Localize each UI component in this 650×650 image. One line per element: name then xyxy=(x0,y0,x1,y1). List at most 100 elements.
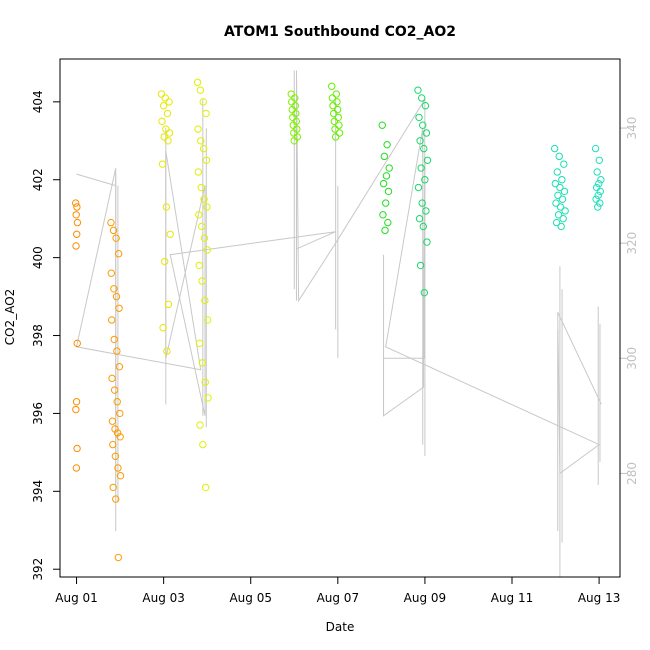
data-point-s6-2 xyxy=(380,152,389,161)
data-point-s8-3 xyxy=(553,168,561,176)
data-point-s6-3 xyxy=(385,164,393,172)
data-point-s7-1 xyxy=(417,94,426,102)
data-point-s3-3 xyxy=(202,109,210,118)
data-point-s6-5 xyxy=(379,179,388,188)
data-point-s4-0 xyxy=(287,90,295,98)
data-point-s3-13 xyxy=(197,222,206,231)
data-point-s3-15 xyxy=(203,246,211,254)
data-point-s2-10 xyxy=(158,160,167,168)
y2-tick-label: 300 xyxy=(625,347,639,370)
data-point-s1-6 xyxy=(112,292,121,301)
data-point-s8-16 xyxy=(557,222,565,231)
y2-tick-label: 340 xyxy=(625,117,639,140)
data-point-s3-6 xyxy=(199,144,208,153)
data-point-s9-8 xyxy=(592,195,600,203)
data-point-s3-17 xyxy=(198,277,206,285)
data-point-s7-9 xyxy=(417,164,425,172)
data-point-s7-0 xyxy=(414,86,422,94)
data-point-s0-0 xyxy=(71,199,80,207)
data-point-s5-3 xyxy=(333,98,341,106)
data-point-s1-3 xyxy=(114,250,123,258)
data-point-s3-4 xyxy=(194,125,202,133)
data-point-s8-2 xyxy=(560,160,568,168)
data-point-s1-15 xyxy=(116,409,124,418)
data-point-s1-19 xyxy=(116,433,124,441)
chart-title: ATOM1 Southbound CO2_AO2 xyxy=(224,24,456,40)
x-tick-label: Aug 13 xyxy=(578,591,621,605)
data-point-s3-26 xyxy=(201,483,210,492)
data-point-s8-5 xyxy=(551,179,560,188)
data-point-s3-23 xyxy=(204,394,212,402)
data-point-s0-5 xyxy=(72,242,80,250)
data-point-s3-20 xyxy=(195,339,204,348)
data-point-s3-5 xyxy=(197,137,205,145)
data-point-s1-0 xyxy=(107,218,115,227)
data-point-s2-6 xyxy=(162,125,170,133)
line-series-path xyxy=(75,70,602,485)
y-tick-label: 402 xyxy=(31,168,45,191)
data-point-s2-11 xyxy=(162,203,171,211)
data-point-s1-24 xyxy=(109,483,117,492)
data-point-s1-26 xyxy=(114,553,123,562)
data-point-s6-0 xyxy=(378,121,386,129)
data-point-s7-2 xyxy=(421,102,430,110)
data-point-s1-11 xyxy=(115,362,124,371)
data-point-s1-20 xyxy=(109,440,117,449)
data-point-s2-15 xyxy=(159,324,167,332)
data-point-s0-10 xyxy=(72,464,81,472)
y2-tick-label: 320 xyxy=(625,232,639,255)
data-point-s1-13 xyxy=(110,386,119,394)
y2-tick-label: 280 xyxy=(625,462,639,485)
data-point-s2-16 xyxy=(163,347,171,355)
data-point-s8-4 xyxy=(558,176,566,184)
data-point-s9-3 xyxy=(597,176,605,184)
data-point-s2-7 xyxy=(165,129,174,137)
data-point-s8-0 xyxy=(550,144,559,153)
data-point-s6-4 xyxy=(382,172,391,180)
data-point-s3-25 xyxy=(199,440,207,449)
data-point-s6-9 xyxy=(384,218,392,227)
data-point-s6-7 xyxy=(382,199,390,207)
data-point-s0-4 xyxy=(73,230,81,238)
data-point-s7-11 xyxy=(414,183,423,192)
data-point-s7-15 xyxy=(419,222,427,231)
data-point-s7-13 xyxy=(422,207,430,215)
data-point-s1-1 xyxy=(109,226,118,235)
data-point-s3-18 xyxy=(201,296,209,305)
data-point-s5-0 xyxy=(328,82,336,90)
x-tick-label: Aug 09 xyxy=(404,591,447,605)
data-point-s8-14 xyxy=(559,214,567,223)
data-point-s7-8 xyxy=(423,156,432,164)
plot-frame xyxy=(59,58,621,578)
data-point-s6-8 xyxy=(379,211,387,219)
data-point-s5-9 xyxy=(335,121,343,129)
data-point-s6-1 xyxy=(383,140,391,149)
data-point-s2-12 xyxy=(166,230,174,238)
data-point-s3-12 xyxy=(195,211,203,219)
data-point-s2-9 xyxy=(164,137,172,145)
data-point-s1-22 xyxy=(114,464,122,472)
data-point-s2-2 xyxy=(165,98,173,106)
data-point-s2-13 xyxy=(161,257,169,266)
data-point-s5-10 xyxy=(331,125,339,133)
data-point-s0-1 xyxy=(73,203,81,211)
data-point-s3-8 xyxy=(194,168,203,176)
data-point-s1-12 xyxy=(108,374,116,383)
x-tick-label: Aug 01 xyxy=(55,591,98,605)
data-point-s1-16 xyxy=(108,417,117,425)
data-point-s7-6 xyxy=(416,137,424,145)
data-point-s3-10 xyxy=(200,195,208,203)
line-series-layer xyxy=(75,70,602,577)
data-point-s3-22 xyxy=(201,378,209,386)
data-point-s3-9 xyxy=(197,183,205,192)
data-point-s1-8 xyxy=(107,316,116,324)
data-point-s8-7 xyxy=(560,187,569,196)
data-point-s7-3 xyxy=(415,113,423,122)
data-point-s3-0 xyxy=(193,78,202,87)
data-point-s2-4 xyxy=(163,109,172,118)
data-point-s2-3 xyxy=(159,102,168,110)
data-point-s0-6 xyxy=(73,339,81,348)
data-point-s7-16 xyxy=(423,238,431,246)
data-point-s7-17 xyxy=(416,261,425,270)
data-point-s2-14 xyxy=(164,300,173,309)
